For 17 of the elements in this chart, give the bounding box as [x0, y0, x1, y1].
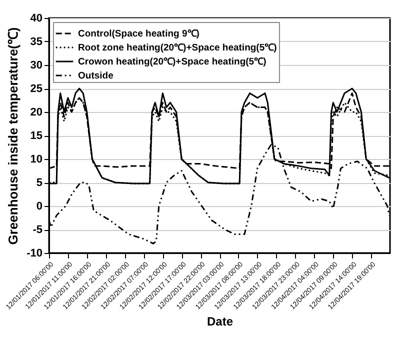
y-tick-label: -10: [26, 248, 42, 260]
y-tick-label: 15: [30, 130, 42, 142]
y-tick-label: 35: [30, 36, 42, 48]
x-axis-title: Date: [206, 314, 234, 328]
legend-label: Control(Space heating 9℃): [78, 28, 200, 40]
y-tick-label: 30: [30, 60, 42, 72]
y-tick-label: 20: [30, 106, 42, 118]
y-axis-title: Greenhouse inside temperature(℃): [6, 27, 21, 245]
y-tick-label: 40: [30, 12, 42, 24]
legend-label: Outside: [78, 70, 114, 82]
y-tick-label: 0: [36, 200, 42, 212]
y-tick-label: 5: [36, 177, 42, 189]
legend-label: Crowon heating(20℃)+Space heating(5℃): [78, 56, 266, 68]
legend-label: Root zone heating(20℃)+Space heating(5℃): [78, 42, 277, 54]
y-tick-label: 25: [30, 83, 42, 95]
y-tick-label: 10: [30, 154, 42, 166]
y-tick-label: -5: [32, 224, 42, 236]
